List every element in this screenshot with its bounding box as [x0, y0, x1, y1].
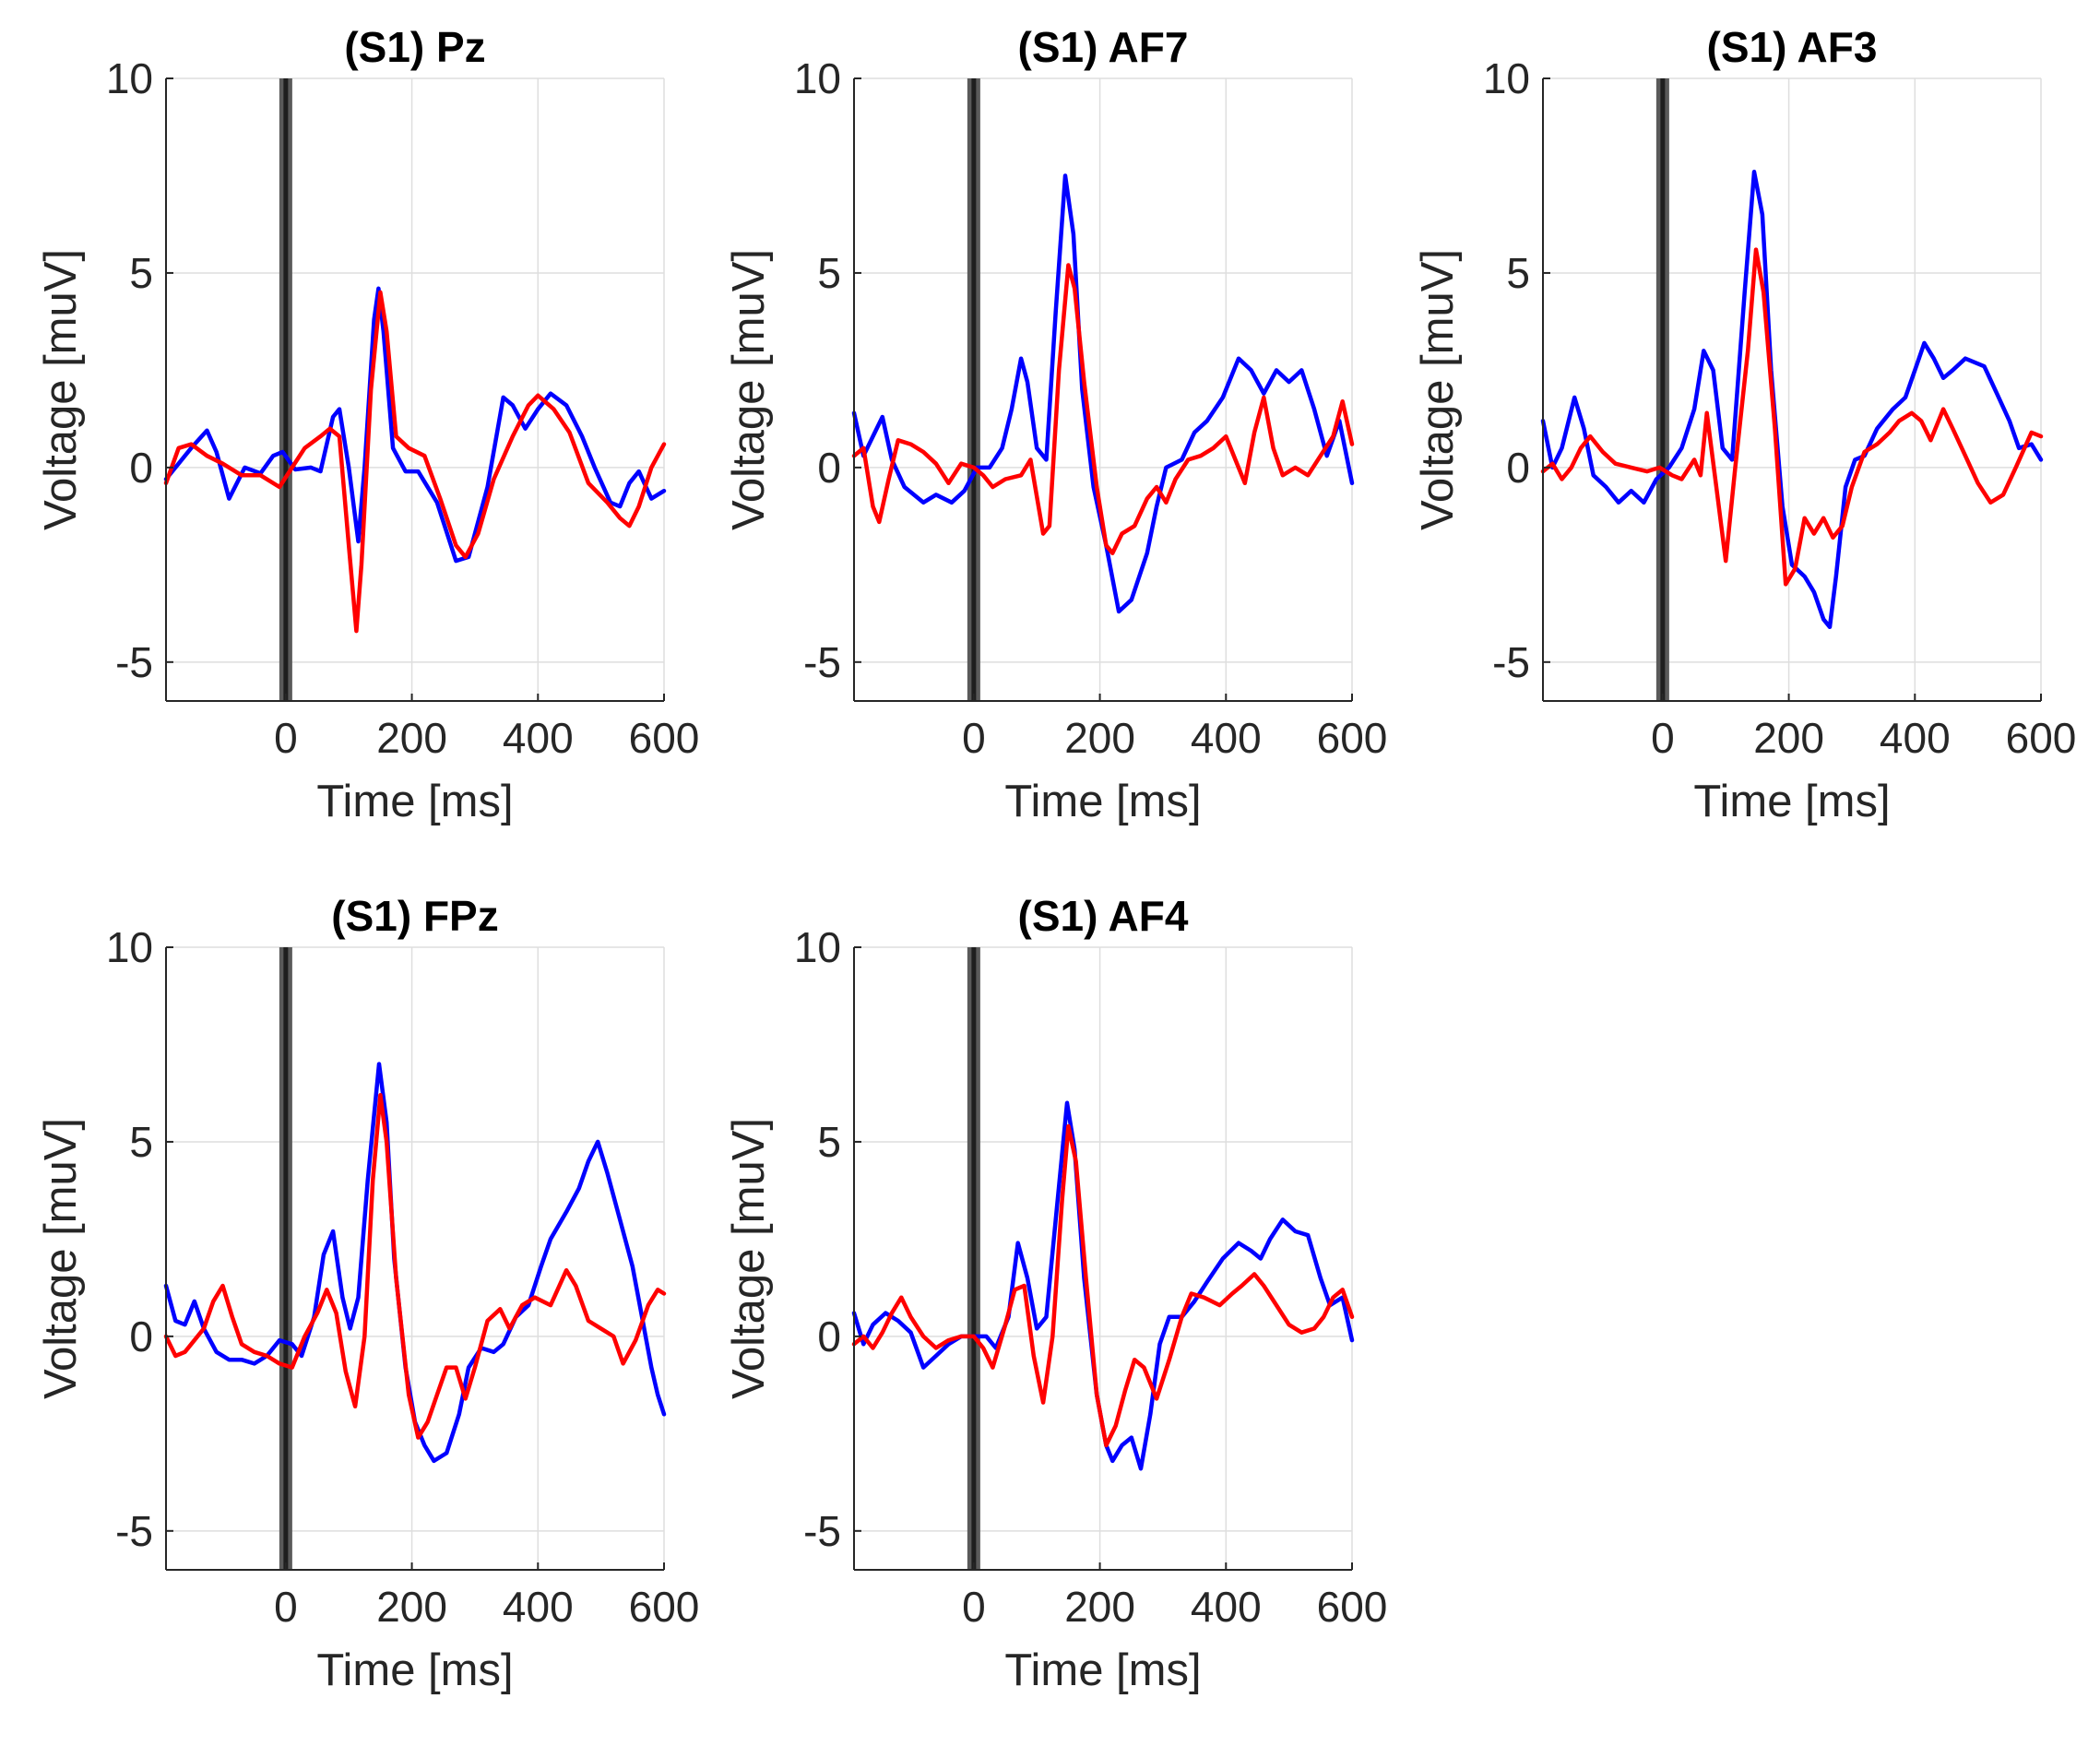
subplot-5: 0 200 400 600 -5 0 5 10 (S1) AF4 Time [ms] Voltage…	[724, 892, 1387, 1695]
y-tick-label: 0	[129, 1312, 153, 1360]
x-axis-label: Time [ms]	[316, 777, 513, 826]
y-tick-label: -5	[115, 638, 153, 686]
y-tick-label: -5	[803, 638, 841, 686]
subplot-1: 0 200 400 600 -5 0 5 10 (S1) Pz Time [ms] Voltage …	[36, 23, 699, 826]
x-axis-label: Time [ms]	[1004, 777, 1201, 826]
series-line-2	[163, 1093, 667, 1440]
chart-title: (S1) AF7	[1018, 23, 1189, 71]
y-tick-label: -5	[1492, 638, 1530, 686]
x-tick-label: 200	[1753, 714, 1824, 762]
y-tick-label: 0	[129, 444, 153, 492]
chart-title: (S1) AF4	[1018, 892, 1189, 940]
y-tick-label: 5	[129, 249, 153, 297]
series-line-2	[851, 1123, 1355, 1448]
y-tick-label: 10	[106, 54, 153, 102]
y-tick-label: 5	[817, 1118, 841, 1166]
x-tick-label: 200	[1064, 714, 1135, 762]
y-tick-label: 5	[817, 249, 841, 297]
subplot-2: 0 200 400 600 -5 0 5 10 (S1) AF7 Time [ms] Voltage…	[724, 23, 1387, 826]
x-tick-label: 600	[629, 1583, 700, 1631]
x-tick-label: 200	[376, 1583, 447, 1631]
subplot-4: 0 200 400 600 -5 0 5 10 (S1) FPz Time [ms] Voltage…	[36, 892, 699, 1695]
x-tick-label: 600	[1317, 1583, 1388, 1631]
x-tick-label: 0	[1651, 714, 1675, 762]
subplot-3: 0 200 400 600 -5 0 5 10 (S1) AF3 Time [ms] Voltage…	[1413, 23, 2076, 826]
x-tick-label: 200	[1064, 1583, 1135, 1631]
y-tick-label: 10	[794, 54, 841, 102]
series-line-1	[163, 1062, 667, 1464]
x-tick-label: 400	[1880, 714, 1951, 762]
series-line-2	[163, 290, 667, 634]
x-axis-label: Time [ms]	[1004, 1645, 1201, 1695]
chart-title: (S1) AF3	[1707, 23, 1878, 71]
y-tick-label: 10	[794, 923, 841, 971]
y-axis-label: Voltage [muV]	[36, 1118, 86, 1399]
y-axis-label: Voltage [muV]	[724, 1118, 774, 1399]
x-tick-label: 400	[1191, 714, 1262, 762]
series-line-1	[851, 1100, 1355, 1471]
x-tick-label: 600	[1317, 714, 1388, 762]
series-line-2	[1540, 247, 2044, 587]
x-tick-label: 0	[962, 1583, 986, 1631]
y-tick-label: 10	[106, 923, 153, 971]
x-tick-label: 0	[274, 714, 298, 762]
y-tick-label: 5	[129, 1118, 153, 1166]
x-tick-label: 400	[503, 1583, 574, 1631]
x-tick-label: 0	[274, 1583, 298, 1631]
x-tick-label: 200	[376, 714, 447, 762]
y-tick-label: -5	[115, 1507, 153, 1555]
y-tick-label: -5	[803, 1507, 841, 1555]
y-axis-label: Voltage [muV]	[1413, 249, 1463, 530]
x-tick-label: 600	[2006, 714, 2077, 762]
y-tick-label: 0	[1506, 444, 1530, 492]
y-axis-label: Voltage [muV]	[724, 249, 774, 530]
x-tick-label: 600	[629, 714, 700, 762]
series-line-1	[163, 286, 667, 564]
series-line-1	[851, 173, 1355, 614]
y-tick-label: 5	[1506, 249, 1530, 297]
x-tick-label: 400	[1191, 1583, 1262, 1631]
chart-title: (S1) FPz	[331, 892, 498, 940]
y-tick-label: 10	[1483, 54, 1530, 102]
chart-title: (S1) Pz	[344, 23, 485, 71]
y-axis-label: Voltage [muV]	[36, 249, 86, 530]
x-tick-label: 400	[503, 714, 574, 762]
y-tick-label: 0	[817, 444, 841, 492]
x-axis-label: Time [ms]	[1693, 777, 1890, 826]
y-tick-label: 0	[817, 1312, 841, 1360]
series-line-1	[1540, 170, 2044, 630]
series-line-2	[851, 263, 1355, 555]
x-tick-label: 0	[962, 714, 986, 762]
x-axis-label: Time [ms]	[316, 1645, 513, 1695]
